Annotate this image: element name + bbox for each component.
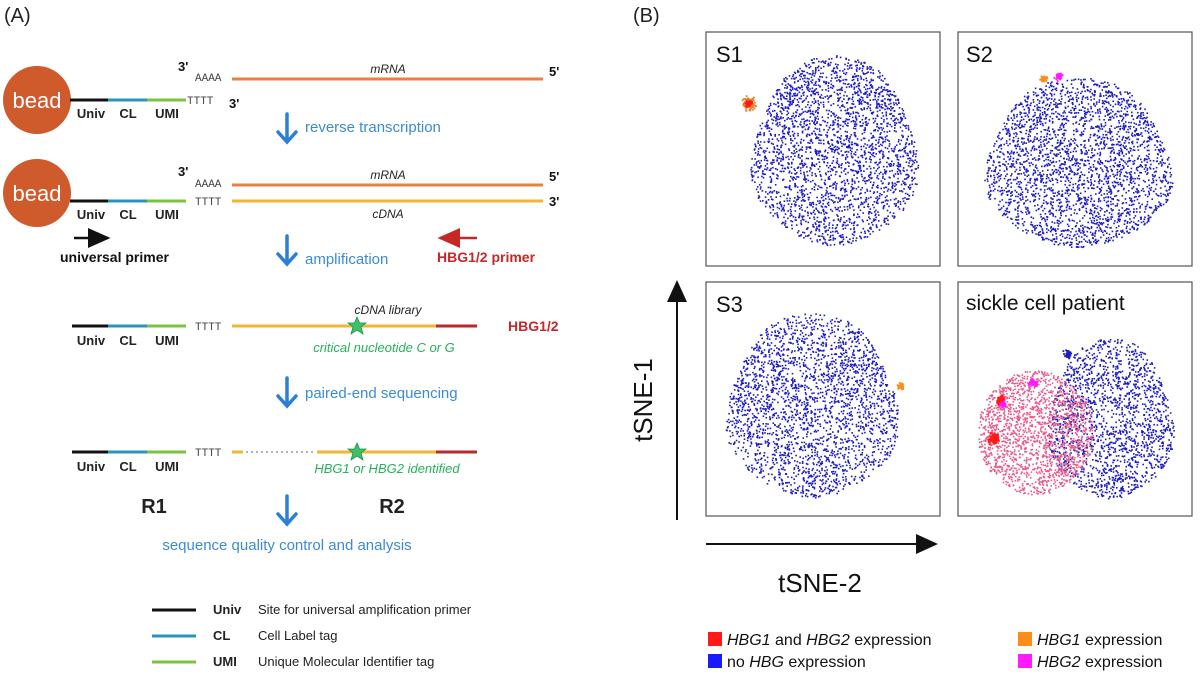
legend-cl-desc: Cell Label tag: [258, 628, 338, 643]
polyA-1: AAAA: [195, 73, 222, 85]
panel-b-legend: HBG1 and HBG2 expression HBG1 expression…: [708, 632, 1162, 671]
plot-s3-points: [725, 313, 905, 499]
univ-label-3: Univ: [77, 333, 106, 348]
y-axis-label: tSNE-1: [628, 358, 658, 442]
step-reverse-transcription: reverse transcription: [305, 119, 441, 136]
legend-label-hbg2: HBG2 expression: [1037, 654, 1162, 671]
plot-s1: S1: [705, 31, 941, 267]
univ-label-4: Univ: [77, 459, 106, 474]
critical-nucleotide-label: critical nucleotide C or G: [313, 340, 455, 355]
polyT-3: TTTT: [195, 322, 222, 334]
polyT-4: TTTT: [195, 448, 222, 460]
hbg-identified-label: HBG1 or HBG2 identified: [314, 461, 460, 476]
cl-label-1: CL: [119, 106, 136, 121]
umi-label-4: UMI: [155, 459, 179, 474]
polyT-1: TTTT: [187, 96, 214, 108]
legend-swatch-hbg1: [1018, 632, 1032, 646]
cl-label-4: CL: [119, 459, 136, 474]
down-arrow-1: [276, 112, 298, 145]
five-prime-label-1: 5': [549, 64, 559, 79]
r2-label: R2: [379, 496, 405, 518]
cdna-library-label: cDNA library: [355, 303, 423, 317]
legend-univ-desc: Site for universal amplification primer: [258, 602, 472, 617]
step-amplification: amplification: [305, 251, 388, 268]
panel-b-label: (B): [633, 5, 660, 27]
plot-s2-points: [984, 72, 1174, 249]
mrna-label-2: mRNA: [370, 168, 405, 182]
polyT-2: TTTT: [195, 197, 222, 209]
bead-2-label: bead: [13, 181, 62, 206]
plot-sickle-title: sickle cell patient: [966, 292, 1125, 315]
plot-s3: S3: [705, 281, 941, 517]
legend-univ-key: Univ: [213, 602, 242, 617]
down-arrow-2: [276, 234, 298, 267]
tsne-plots: S1 S2 S3 sickle cell patient: [705, 31, 1193, 517]
umi-label-3: UMI: [155, 333, 179, 348]
row-3-cdna-library: cDNA library Univ CL UMI TTTT HBG1/2 cri…: [72, 303, 559, 355]
step-qc: sequence quality control and analysis: [162, 537, 411, 554]
legend-umi-desc: Unique Molecular Identifier tag: [258, 654, 434, 669]
star-icon: [346, 315, 368, 335]
plot-s2: S2: [957, 31, 1193, 267]
plot-sickle-frame: [957, 281, 1193, 517]
r1-label: R1: [141, 496, 167, 518]
legend-swatch-hbg2: [1018, 654, 1032, 668]
down-arrow-4: [276, 494, 298, 527]
legend-label-hbg1: HBG1 expression: [1037, 632, 1162, 649]
hbg-primer-label: HBG1/2 primer: [437, 249, 536, 265]
hbg12-label: HBG1/2: [508, 318, 559, 334]
three-prime-label-1b: 3': [229, 96, 239, 111]
polyA-2: AAAA: [195, 179, 222, 191]
row-1-bead-mrna: bead Univ CL UMI TTTT 3' 3' AAAA mRNA 5': [3, 59, 559, 134]
univ-label-1: Univ: [77, 106, 106, 121]
plot-s3-frame: [705, 281, 941, 517]
five-prime-label-2: 5': [549, 169, 559, 184]
plot-s1-frame: [705, 31, 941, 267]
legend-swatch-none: [708, 654, 722, 668]
legend-cl-key: CL: [213, 628, 230, 643]
cdna-label-2: cDNA: [372, 207, 403, 221]
step-paired-end: paired-end sequencing: [305, 385, 458, 402]
plot-sickle: sickle cell patient: [957, 281, 1193, 517]
three-prime-label-2: 3': [178, 164, 188, 179]
three-prime-label-1: 3': [178, 59, 188, 74]
plot-sickle-points: [978, 339, 1175, 500]
bead-2: [3, 159, 71, 227]
plot-s2-title: S2: [966, 42, 993, 67]
plot-s1-points: [741, 55, 920, 247]
mrna-label-1: mRNA: [370, 62, 405, 76]
legend-umi-key: UMI: [213, 654, 237, 669]
bead-1-label: bead: [13, 88, 62, 113]
cl-label-3: CL: [119, 333, 136, 348]
panel-a-legend: Univ Site for universal amplification pr…: [152, 602, 472, 669]
x-axis-label: tSNE-2: [778, 568, 862, 598]
legend-swatch-both: [708, 632, 722, 646]
down-arrow-3: [276, 376, 298, 409]
umi-label-1: UMI: [155, 106, 179, 121]
plot-s1-title: S1: [716, 42, 743, 67]
row-4-reads: Univ CL UMI TTTT HBG1 or HBG2 identified…: [72, 441, 477, 518]
legend-label-none: no HBG expression: [727, 654, 866, 671]
star-icon-2: [346, 441, 368, 461]
umi-label-2: UMI: [155, 207, 179, 222]
row-2-bead-mrna-cdna: bead Univ CL UMI 3' AAAA mRNA 5' TTTT cD…: [3, 159, 559, 227]
three-prime-label-2b: 3': [549, 194, 559, 209]
cl-label-2: CL: [119, 207, 136, 222]
bead-1: [3, 66, 71, 134]
legend-label-both: HBG1 and HBG2 expression: [727, 632, 932, 649]
plot-s3-title: S3: [716, 292, 743, 317]
panel-a-label: (A): [4, 5, 31, 27]
univ-label-2: Univ: [77, 207, 106, 222]
universal-primer-label: universal primer: [60, 249, 169, 265]
